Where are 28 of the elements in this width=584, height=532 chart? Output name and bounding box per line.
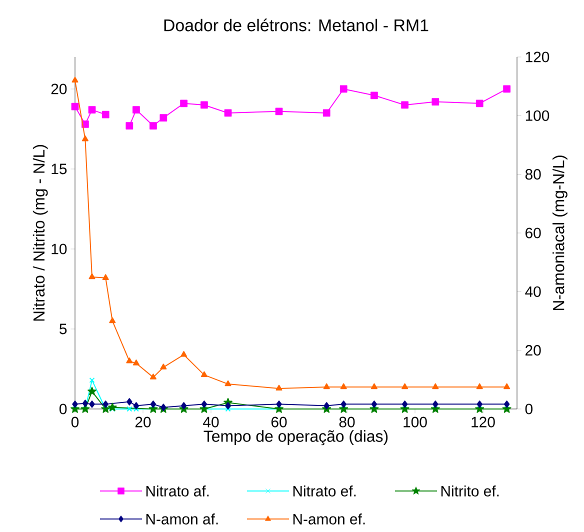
y2-tick-label: 60 bbox=[526, 228, 541, 238]
legend-label: N-amon af. bbox=[146, 514, 218, 524]
legend-label: Nitrito ef. bbox=[441, 486, 499, 496]
y-tick-label: 0 bbox=[60, 404, 67, 414]
y-tick-label: 15 bbox=[52, 164, 67, 174]
x-tick-label: 40 bbox=[203, 416, 219, 428]
y2-tick-label: 100 bbox=[526, 110, 550, 121]
y-axis-title: Nitrato / Nitrito (mg - N/L) bbox=[32, 144, 48, 321]
y2-tick-label: 40 bbox=[525, 286, 541, 297]
x-tick-label: 60 bbox=[271, 416, 287, 428]
y2-tick-label: 80 bbox=[525, 169, 541, 180]
x-tick-label: 80 bbox=[339, 416, 355, 428]
y-tick-label: 20 bbox=[51, 84, 67, 94]
x-tick-label: 20 bbox=[135, 416, 151, 428]
y-tick-label: 10 bbox=[52, 244, 67, 254]
legend-label: Nitrato ef. bbox=[293, 486, 356, 496]
y-tick-label: 5 bbox=[60, 324, 67, 334]
y2-axis-title: N-amoniacal (mg-N/L) bbox=[552, 156, 568, 310]
x-tick-label: 100 bbox=[404, 416, 427, 428]
chart-title: Doador de elétrons: Metanol - RM1 bbox=[164, 18, 428, 32]
x-axis-title: Tempo de operação (dias) bbox=[204, 430, 388, 446]
y2-tick-label: 0 bbox=[525, 404, 532, 414]
x-tick-label: 120 bbox=[472, 416, 495, 428]
x-tick-label: 0 bbox=[71, 416, 79, 428]
legend-label: N-amon ef. bbox=[293, 514, 365, 524]
y2-tick-label: 120 bbox=[526, 52, 550, 62]
y2-tick-label: 20 bbox=[526, 345, 541, 356]
legend-label: Nitrato af. bbox=[146, 486, 209, 496]
